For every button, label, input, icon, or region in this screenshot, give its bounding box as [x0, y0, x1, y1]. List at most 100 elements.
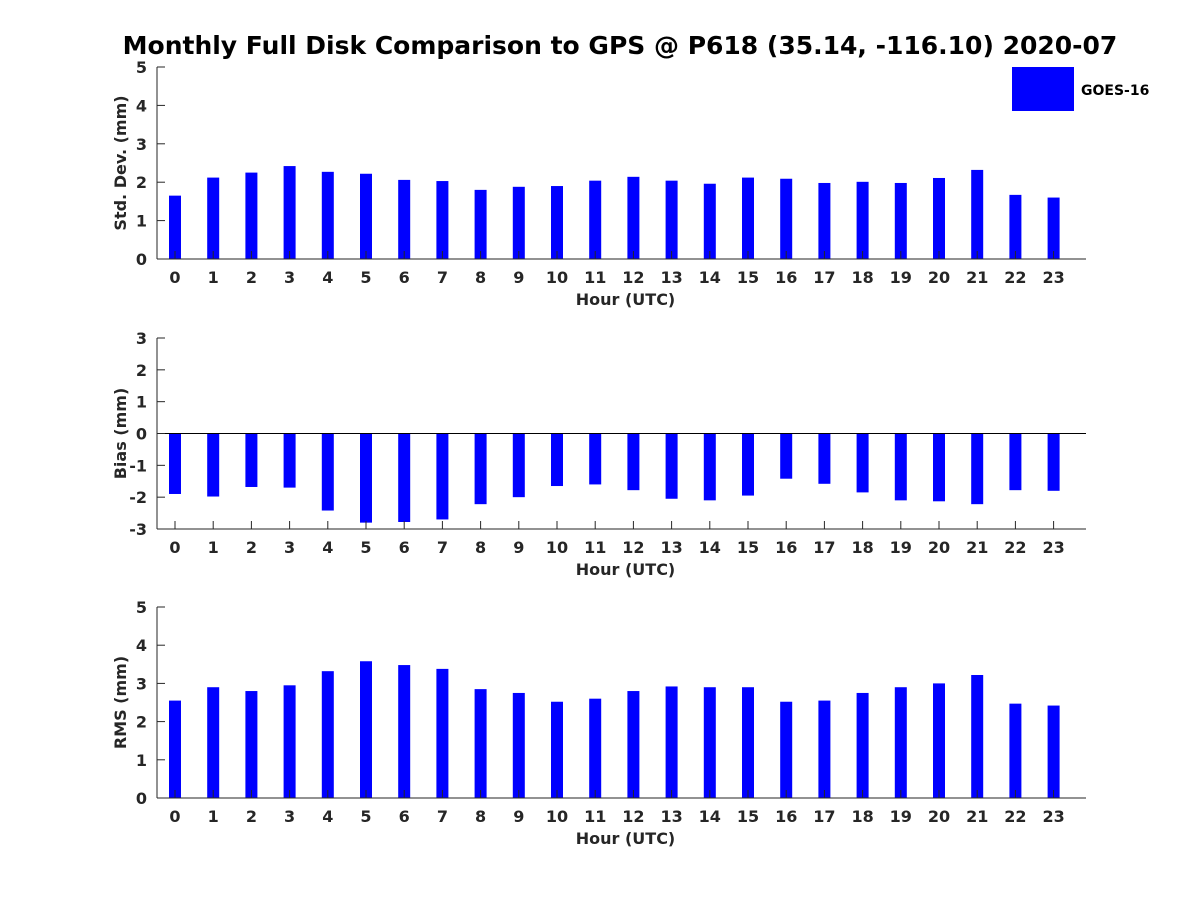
panel-rms-bar-18 — [856, 692, 869, 798]
panel-std-dev-bar-22 — [1009, 194, 1022, 259]
panel-bias-bar-7 — [436, 433, 449, 520]
legend-label: GOES-16 — [1081, 83, 1149, 99]
panel-bias-xtick-label: 7 — [437, 538, 448, 557]
panel-bias-ytick-label: 2 — [136, 361, 147, 380]
panel-bias-bar-12 — [627, 433, 640, 491]
panel-std-dev-ylabel: Std. Dev. (mm) — [111, 95, 130, 230]
panel-bias-xtick-label: 12 — [622, 538, 644, 557]
panel-std-dev-ytick-label: 3 — [136, 135, 147, 154]
panel-bias-bar-23 — [1047, 433, 1060, 491]
panel-std-dev-bar-23 — [1047, 197, 1060, 259]
panel-bias-bar-15 — [742, 433, 754, 496]
panel-std-dev-xtick-label: 19 — [890, 268, 912, 287]
panel-bias-xlabel: Hour (UTC) — [576, 560, 676, 579]
panel-rms-xtick-label: 13 — [660, 807, 682, 826]
panel-std-dev-bar-18 — [856, 181, 869, 259]
panel-rms-xtick-label: 11 — [584, 807, 606, 826]
panel-rms-xtick-label: 21 — [966, 807, 988, 826]
panel-bias-xtick-label: 16 — [775, 538, 797, 557]
panel-std-dev-bar-7 — [436, 181, 449, 259]
panel-std-dev-bar-14 — [703, 183, 716, 259]
panel-std-dev-xlabel: Hour (UTC) — [576, 290, 676, 309]
panel-std-dev-xtick-label: 23 — [1042, 268, 1064, 287]
panel-bias-bar-21 — [971, 433, 984, 505]
panel-rms-xtick-label: 4 — [322, 807, 333, 826]
panel-bias-bar-3 — [283, 433, 296, 488]
panel-bias-bar-18 — [856, 433, 869, 493]
panel-rms-bar-22 — [1009, 703, 1022, 798]
panel-std-dev-bar-8 — [474, 189, 487, 259]
panel-std-dev-xtick-label: 9 — [513, 268, 524, 287]
panel-rms-ylabel: RMS (mm) — [111, 656, 130, 749]
panel-std-dev-bar-19 — [894, 182, 907, 259]
panel-std-dev-bar-10 — [551, 186, 563, 259]
panel-rms-xtick-label: 10 — [546, 807, 568, 826]
panel-std-dev-xtick-label: 2 — [246, 268, 257, 287]
panel-bias-bar-13 — [665, 433, 678, 499]
panel-rms-bar-11 — [589, 698, 602, 798]
panel-bias-bar-19 — [894, 433, 907, 501]
panel-bias-xtick-label: 3 — [284, 538, 295, 557]
panel-rms-xtick-label: 9 — [513, 807, 524, 826]
panel-rms-ytick-label: 5 — [136, 598, 147, 617]
panel-rms-xtick-label: 17 — [813, 807, 835, 826]
panel-bias-xtick-label: 18 — [851, 538, 873, 557]
panel-bias-bar-17 — [818, 433, 831, 484]
panel-bias-xtick-label: 10 — [546, 538, 568, 557]
panel-rms-bar-7 — [436, 668, 449, 798]
panel-std-dev-bar-11 — [589, 180, 602, 259]
panel-std-dev-xtick-label: 11 — [584, 268, 606, 287]
panel-rms-xtick-label: 3 — [284, 807, 295, 826]
legend-swatch — [1012, 67, 1074, 111]
panel-std-dev-xtick-label: 5 — [360, 268, 371, 287]
panel-std-dev-xtick-label: 3 — [284, 268, 295, 287]
panel-std-dev-xtick-label: 17 — [813, 268, 835, 287]
panel-bias-xtick-label: 9 — [513, 538, 524, 557]
legend: GOES-16 — [1012, 67, 1149, 111]
panel-rms-ytick-label: 0 — [136, 789, 147, 808]
panel-rms-xtick-label: 6 — [399, 807, 410, 826]
panel-std-dev-xtick-label: 4 — [322, 268, 333, 287]
panel-bias-xtick-label: 6 — [399, 538, 410, 557]
panel-std-dev-xtick-label: 20 — [928, 268, 950, 287]
panel-rms-bar-5 — [360, 661, 372, 798]
panel-rms-bar-14 — [703, 687, 716, 798]
panel-rms-xtick-label: 0 — [169, 807, 180, 826]
panel-rms-bar-20 — [933, 683, 945, 798]
panel-rms-ytick-label: 3 — [136, 674, 147, 693]
panel-rms-ytick-label: 4 — [136, 636, 147, 655]
panel-bias-ylabel: Bias (mm) — [111, 388, 130, 480]
panel-rms-xtick-label: 15 — [737, 807, 759, 826]
panel-bias-bar-22 — [1009, 433, 1022, 491]
panel-rms-ytick-label: 2 — [136, 713, 147, 732]
panel-rms-bar-19 — [894, 687, 907, 798]
panel-rms-xtick-label: 8 — [475, 807, 486, 826]
panel-std-dev-bar-15 — [742, 177, 754, 259]
panel-std-dev-bar-4 — [321, 171, 334, 259]
panel-bias-xtick-label: 20 — [928, 538, 950, 557]
panel-std-dev-bar-17 — [818, 182, 831, 259]
panel-std-dev-xtick-label: 6 — [399, 268, 410, 287]
panel-bias-xtick-label: 4 — [322, 538, 333, 557]
panel-std-dev-xtick-label: 1 — [208, 268, 219, 287]
panel-rms-bar-6 — [398, 665, 411, 798]
panel-bias-bar-16 — [780, 433, 793, 479]
panel-rms-ytick-label: 1 — [136, 751, 147, 770]
panel-bias-xtick-label: 1 — [208, 538, 219, 557]
panel-bias-bar-11 — [589, 433, 602, 485]
panel-rms-xtick-label: 20 — [928, 807, 950, 826]
panel-rms-xlabel: Hour (UTC) — [576, 829, 676, 848]
panel-rms-bar-17 — [818, 700, 831, 798]
panel-std-dev-bar-3 — [283, 166, 296, 259]
panel-std-dev-ytick-label: 4 — [136, 96, 147, 115]
panel-bias-xtick-label: 15 — [737, 538, 759, 557]
panel-rms-bar-15 — [742, 687, 754, 798]
panel-std-dev-xtick-label: 22 — [1004, 268, 1026, 287]
panel-rms-bar-21 — [971, 674, 984, 798]
panel-std-dev-bar-21 — [971, 169, 984, 259]
panel-std-dev-xtick-label: 7 — [437, 268, 448, 287]
panel-bias-xtick-label: 13 — [660, 538, 682, 557]
